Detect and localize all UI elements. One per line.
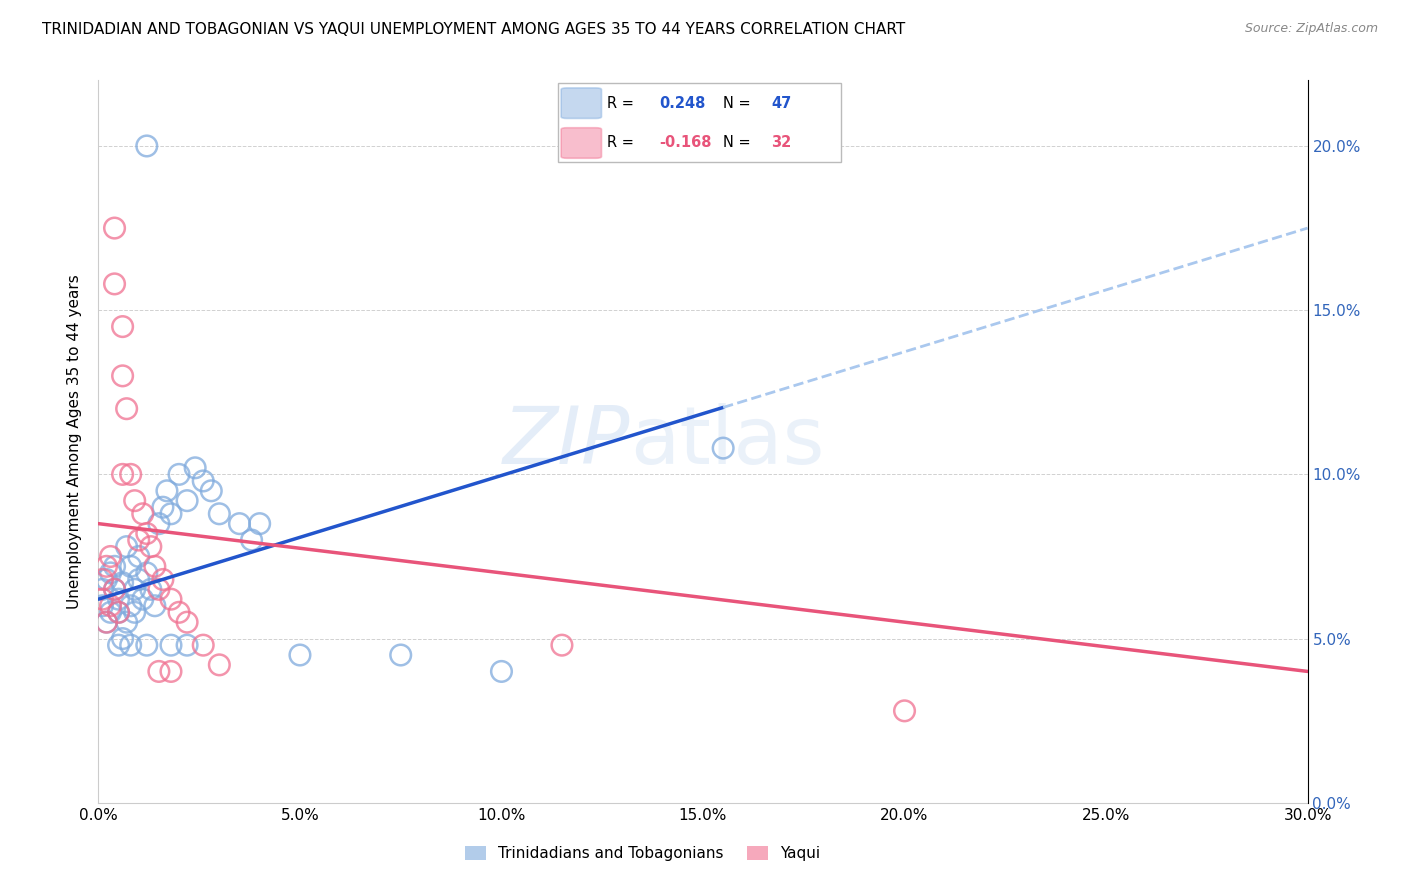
Point — [124, 582, 146, 597]
Point — [139, 540, 162, 554]
Text: N =: N = — [723, 136, 755, 151]
Point — [135, 638, 157, 652]
Point — [96, 615, 118, 630]
Y-axis label: Unemployment Among Ages 35 to 44 years: Unemployment Among Ages 35 to 44 years — [67, 274, 83, 609]
Point — [167, 605, 190, 619]
Point — [139, 582, 162, 597]
Point — [91, 592, 114, 607]
Point — [91, 582, 114, 597]
Point — [111, 467, 134, 482]
Point — [152, 500, 174, 515]
Point — [128, 549, 150, 564]
Point — [107, 605, 129, 619]
Text: R =: R = — [607, 136, 638, 151]
Point — [120, 638, 142, 652]
Point — [91, 599, 114, 613]
Point — [200, 483, 222, 498]
Point — [115, 540, 138, 554]
Point — [193, 474, 215, 488]
Point — [120, 559, 142, 574]
Point — [103, 221, 125, 235]
Point — [103, 582, 125, 597]
Point — [228, 516, 250, 531]
Point — [551, 638, 574, 652]
Text: N =: N = — [723, 95, 755, 111]
Point — [111, 632, 134, 646]
Point — [148, 516, 170, 531]
Point — [208, 507, 231, 521]
Point — [100, 549, 122, 564]
Point — [107, 638, 129, 652]
Point — [96, 615, 118, 630]
Point — [156, 483, 179, 498]
Point — [132, 507, 155, 521]
Point — [143, 559, 166, 574]
Point — [124, 605, 146, 619]
Point — [389, 648, 412, 662]
Point — [124, 493, 146, 508]
FancyBboxPatch shape — [561, 128, 602, 158]
Point — [143, 599, 166, 613]
Point — [249, 516, 271, 531]
Point — [240, 533, 263, 547]
Text: R =: R = — [607, 95, 638, 111]
Point — [160, 665, 183, 679]
Point — [103, 277, 125, 291]
Point — [115, 401, 138, 416]
Point — [208, 657, 231, 672]
Point — [135, 139, 157, 153]
Point — [91, 573, 114, 587]
Point — [100, 599, 122, 613]
Point — [176, 615, 198, 630]
Text: Source: ZipAtlas.com: Source: ZipAtlas.com — [1244, 22, 1378, 36]
Point — [160, 638, 183, 652]
Point — [100, 605, 122, 619]
Point — [176, 493, 198, 508]
Point — [120, 467, 142, 482]
Point — [128, 533, 150, 547]
Text: 47: 47 — [772, 95, 792, 111]
FancyBboxPatch shape — [558, 83, 841, 162]
FancyBboxPatch shape — [561, 88, 602, 119]
Point — [135, 566, 157, 580]
Point — [132, 592, 155, 607]
Point — [148, 665, 170, 679]
Point — [107, 592, 129, 607]
Point — [96, 559, 118, 574]
Text: 32: 32 — [772, 136, 792, 151]
Point — [491, 665, 513, 679]
Point — [103, 582, 125, 597]
Point — [288, 648, 311, 662]
Point — [176, 638, 198, 652]
Point — [120, 599, 142, 613]
Point — [107, 605, 129, 619]
Point — [128, 573, 150, 587]
Point — [160, 507, 183, 521]
Point — [184, 460, 207, 475]
Point — [160, 592, 183, 607]
Text: ZIP: ZIP — [503, 402, 630, 481]
Point — [111, 368, 134, 383]
Point — [111, 575, 134, 590]
Text: TRINIDADIAN AND TOBAGONIAN VS YAQUI UNEMPLOYMENT AMONG AGES 35 TO 44 YEARS CORRE: TRINIDADIAN AND TOBAGONIAN VS YAQUI UNEM… — [42, 22, 905, 37]
Text: -0.168: -0.168 — [659, 136, 711, 151]
Point — [103, 559, 125, 574]
Point — [893, 704, 915, 718]
Point — [152, 573, 174, 587]
Point — [711, 441, 734, 455]
Point — [111, 319, 134, 334]
Point — [167, 467, 190, 482]
Point — [96, 573, 118, 587]
Text: 0.248: 0.248 — [659, 95, 706, 111]
Point — [135, 526, 157, 541]
Point — [148, 582, 170, 597]
Point — [100, 566, 122, 580]
Point — [115, 615, 138, 630]
Legend: Trinidadians and Tobagonians, Yaqui: Trinidadians and Tobagonians, Yaqui — [458, 840, 827, 867]
Point — [193, 638, 215, 652]
Text: atlas: atlas — [630, 402, 825, 481]
